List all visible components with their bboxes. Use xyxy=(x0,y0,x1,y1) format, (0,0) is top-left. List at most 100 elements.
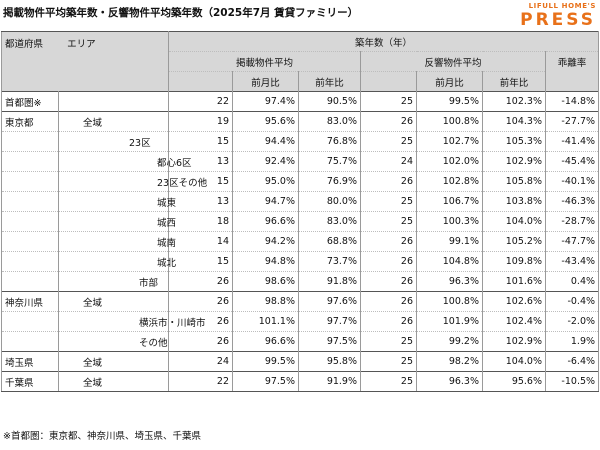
cell-lAge: 19 xyxy=(168,111,233,132)
table-row: 23区 15 94.4% 76.8% 25 102.7% 105.3% -41.4% xyxy=(1,131,600,152)
cell-prefecture xyxy=(1,151,59,172)
cell-rMom: 102.8% xyxy=(416,171,483,192)
cell-lYoy: 75.7% xyxy=(298,151,361,172)
cell-rYoy: 95.6% xyxy=(482,371,546,392)
table-row: 都心6区 13 92.4% 75.7% 24 102.0% 102.9% -45.4% xyxy=(1,151,600,172)
cell-rMom: 102.0% xyxy=(416,151,483,172)
cell-area: 城西 xyxy=(58,211,176,232)
brand-logo: LIFULL HOME'S PRESS xyxy=(478,2,596,29)
table-row: 城北 15 94.8% 73.7% 26 104.8% 109.8% -43.4% xyxy=(1,251,600,272)
table-row: 城東 13 94.7% 80.0% 25 106.7% 103.8% -46.3% xyxy=(1,191,600,212)
cell-div: -10.5% xyxy=(544,371,600,392)
cell-div: -0.4% xyxy=(544,291,600,312)
cell-lMom: 94.4% xyxy=(232,131,299,152)
cell-prefecture: 神奈川県 xyxy=(1,291,59,312)
cell-area: 23区 xyxy=(58,131,169,152)
header-region-area: 都道府県 エリア xyxy=(1,31,169,92)
cell-rAge: 26 xyxy=(360,231,417,252)
cell-div: 0.4% xyxy=(544,271,600,292)
header-response: 反響物件平均 xyxy=(360,51,546,72)
cell-area: 全域 xyxy=(58,111,169,132)
cell-rMom: 100.8% xyxy=(416,291,483,312)
cell-prefecture: 埼玉県 xyxy=(1,351,59,372)
header-response-yoy: 前年比 xyxy=(482,71,546,92)
header-divergence: 乖離率 xyxy=(544,51,600,92)
cell-rMom: 106.7% xyxy=(416,191,483,212)
cell-rMom: 101.9% xyxy=(416,311,483,332)
cell-area: 23区その他 xyxy=(58,171,207,192)
cell-area: 城東 xyxy=(58,191,176,212)
cell-rMom: 102.7% xyxy=(416,131,483,152)
cell-rYoy: 101.6% xyxy=(482,271,546,292)
cell-rAge: 25 xyxy=(360,351,417,372)
cell-rMom: 99.5% xyxy=(416,91,483,112)
cell-rMom: 99.1% xyxy=(416,231,483,252)
logo-main-text: PRESS xyxy=(520,10,596,30)
cell-rAge: 26 xyxy=(360,171,417,192)
cell-area: 全域 xyxy=(58,351,169,372)
table-row: 23区その他 15 95.0% 76.9% 26 102.8% 105.8% -40.1% xyxy=(1,171,600,192)
table-row: 横浜市・川崎市 26 101.1% 97.7% 26 101.9% 102.4% -2.0% xyxy=(1,311,600,332)
cell-rYoy: 104.3% xyxy=(482,111,546,132)
cell-prefecture xyxy=(1,211,59,232)
cell-lAge: 14 xyxy=(168,231,233,252)
cell-rAge: 26 xyxy=(360,271,417,292)
table-row: 城南 14 94.2% 68.8% 26 99.1% 105.2% -47.7% xyxy=(1,231,600,252)
cell-area: 横浜市・川崎市 xyxy=(58,311,206,332)
header-area: エリア xyxy=(67,39,96,50)
cell-rAge: 25 xyxy=(360,91,417,112)
cell-lAge: 15 xyxy=(168,131,233,152)
cell-rMom: 96.3% xyxy=(416,371,483,392)
table-row: 市部 26 98.6% 91.8% 26 96.3% 101.6% 0.4% xyxy=(1,271,600,292)
header-row-1: 都道府県 エリア 築年数（年） xyxy=(1,31,600,92)
cell-lYoy: 83.0% xyxy=(298,211,361,232)
cell-prefecture: 首都圏※ xyxy=(1,91,59,112)
building-age-table: 都道府県 エリア 築年数（年） 掲載物件平均 反響物件平均 乖離率 前月比 前年… xyxy=(1,31,600,392)
cell-rAge: 25 xyxy=(360,191,417,212)
cell-lYoy: 91.8% xyxy=(298,271,361,292)
cell-lAge: 22 xyxy=(168,371,233,392)
cell-area: 全域 xyxy=(58,371,169,392)
cell-div: -2.0% xyxy=(544,311,600,332)
cell-div: 1.9% xyxy=(544,331,600,352)
cell-rYoy: 102.6% xyxy=(482,291,546,312)
cell-rMom: 100.3% xyxy=(416,211,483,232)
cell-div: -27.7% xyxy=(544,111,600,132)
cell-lYoy: 76.9% xyxy=(298,171,361,192)
cell-rAge: 26 xyxy=(360,311,417,332)
cell-lAge: 26 xyxy=(168,291,233,312)
header-listing-mom: 前月比 xyxy=(232,71,299,92)
cell-lAge: 13 xyxy=(168,191,233,212)
page-title: 掲載物件平均築年数・反響物件平均築年数（2025年7月 賃貸ファミリー） xyxy=(3,7,359,19)
cell-rYoy: 102.9% xyxy=(482,151,546,172)
cell-prefecture: 東京都 xyxy=(1,111,59,132)
cell-div: -46.3% xyxy=(544,191,600,212)
cell-lMom: 94.2% xyxy=(232,231,299,252)
cell-rMom: 100.8% xyxy=(416,111,483,132)
header-listing: 掲載物件平均 xyxy=(168,51,361,72)
cell-lYoy: 68.8% xyxy=(298,231,361,252)
cell-rYoy: 105.3% xyxy=(482,131,546,152)
cell-prefecture xyxy=(1,251,59,272)
header-listing-yoy: 前年比 xyxy=(298,71,361,92)
cell-rAge: 25 xyxy=(360,371,417,392)
header-listing-age xyxy=(168,71,233,92)
cell-lYoy: 97.7% xyxy=(298,311,361,332)
cell-lMom: 101.1% xyxy=(232,311,299,332)
cell-div: -41.4% xyxy=(544,131,600,152)
cell-area: その他 xyxy=(58,331,169,352)
cell-lYoy: 83.0% xyxy=(298,111,361,132)
cell-rMom: 98.2% xyxy=(416,351,483,372)
cell-area: 全域 xyxy=(58,291,169,312)
cell-lYoy: 90.5% xyxy=(298,91,361,112)
header-response-age xyxy=(360,71,417,92)
cell-lYoy: 76.8% xyxy=(298,131,361,152)
cell-area xyxy=(58,91,169,112)
cell-rYoy: 103.8% xyxy=(482,191,546,212)
cell-lYoy: 73.7% xyxy=(298,251,361,272)
table-row: 城西 18 96.6% 83.0% 25 100.3% 104.0% -28.7% xyxy=(1,211,600,232)
cell-rMom: 104.8% xyxy=(416,251,483,272)
cell-lYoy: 97.6% xyxy=(298,291,361,312)
cell-lAge: 26 xyxy=(168,271,233,292)
cell-div: -6.4% xyxy=(544,351,600,372)
